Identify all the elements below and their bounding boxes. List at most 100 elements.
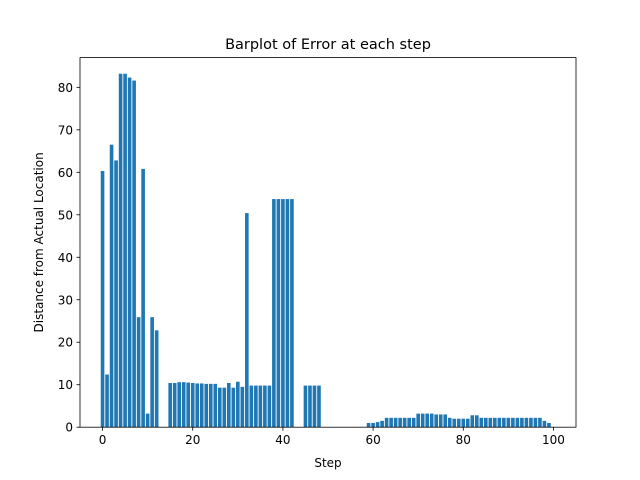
x-tick-label-20: 20	[185, 433, 200, 447]
bar-step-84	[479, 417, 484, 428]
bar-step-66	[398, 417, 402, 428]
plot-frame	[79, 57, 577, 428]
y-tick-label-80: 80	[58, 81, 73, 95]
bar-step-88	[497, 417, 502, 428]
x-tick-label-60: 60	[365, 433, 380, 447]
bar-step-46	[308, 385, 312, 428]
bar-step-93	[520, 417, 524, 428]
bar-step-29	[231, 387, 236, 428]
bar-step-9	[141, 168, 145, 428]
bar-step-20	[190, 383, 195, 428]
bar-step-7	[132, 80, 136, 428]
y-tick-label-70: 70	[58, 123, 73, 137]
bar-step-11	[150, 317, 154, 428]
bar-step-87	[493, 417, 497, 428]
bar-step-73	[429, 413, 434, 428]
bar-step-21	[195, 383, 200, 428]
y-axis-ticks: 0 10 20 30 40 50 60 70 80	[58, 81, 80, 435]
bars-group	[100, 73, 551, 428]
bar-step-6	[127, 77, 132, 428]
bar-step-31	[240, 386, 245, 428]
y-tick-label-30: 30	[58, 293, 73, 307]
bar-step-75	[438, 414, 443, 428]
bar-step-33	[249, 385, 254, 428]
x-tick-label-100: 100	[542, 433, 565, 447]
bar-step-76	[443, 414, 448, 428]
bar-step-97	[538, 417, 542, 428]
bar-step-77	[447, 417, 452, 428]
bar-step-17	[177, 382, 182, 428]
y-tick-label-60: 60	[58, 166, 73, 180]
x-axis-ticks: 0 20 40 60 80 100	[99, 427, 565, 447]
bar-step-98	[542, 420, 547, 428]
bar-step-24	[208, 383, 213, 428]
bar-step-34	[254, 385, 258, 428]
bar-step-65	[393, 417, 398, 428]
bar-step-48	[317, 385, 321, 428]
bar-step-2	[109, 144, 114, 428]
chart-title: Barplot of Error at each step	[225, 37, 431, 53]
bar-step-64	[389, 417, 393, 428]
bar-step-89	[502, 417, 506, 428]
bar-step-78	[452, 418, 457, 428]
bar-step-5	[123, 73, 127, 428]
bar-step-45	[303, 385, 308, 428]
bar-step-37	[267, 385, 272, 428]
y-tick-label-20: 20	[58, 336, 73, 350]
bar-step-0	[100, 171, 105, 428]
x-axis-label: Step	[314, 456, 341, 470]
bar-step-1	[105, 374, 109, 428]
bar-step-86	[488, 417, 493, 428]
bar-step-72	[425, 413, 430, 428]
bar-step-26	[217, 387, 222, 428]
bar-step-94	[524, 417, 529, 428]
bar-step-16	[172, 383, 177, 428]
bar-step-10	[145, 413, 150, 428]
bar-step-59	[366, 422, 371, 428]
y-tick-label-50: 50	[58, 208, 73, 222]
y-tick-label-10: 10	[58, 378, 73, 392]
bar-step-40	[281, 199, 285, 428]
x-tick-label-40: 40	[275, 433, 290, 447]
bar-step-47	[312, 385, 317, 428]
bar-step-62	[380, 420, 384, 428]
bar-step-99	[547, 422, 551, 428]
bar-step-23	[204, 383, 209, 428]
bar-step-15	[168, 383, 172, 428]
bar-step-8	[136, 317, 141, 428]
bar-step-61	[375, 422, 380, 428]
bar-step-90	[506, 417, 511, 428]
bar-step-27	[222, 387, 227, 428]
bar-step-79	[456, 418, 461, 428]
bar-step-35	[258, 385, 263, 428]
bar-step-25	[213, 383, 218, 428]
bar-step-83	[475, 415, 479, 428]
x-tick-label-0: 0	[99, 433, 107, 447]
bar-step-39	[276, 199, 281, 428]
bar-step-18	[181, 382, 186, 428]
bar-step-30	[236, 381, 240, 428]
x-tick-label-80: 80	[456, 433, 471, 447]
y-axis-label: Distance from Actual Location	[32, 152, 46, 332]
bar-step-71	[420, 413, 425, 428]
bar-step-96	[533, 417, 538, 428]
y-tick-label-0: 0	[65, 421, 73, 435]
bar-step-28	[227, 383, 231, 428]
bar-step-80	[461, 418, 466, 428]
bar-step-12	[154, 330, 159, 428]
bar-step-19	[186, 382, 191, 428]
bar-step-69	[411, 417, 416, 428]
bar-step-22	[199, 383, 204, 428]
bar-step-63	[384, 417, 389, 428]
bar-step-3	[114, 160, 118, 428]
bar-step-82	[470, 415, 475, 428]
bar-step-60	[371, 422, 375, 428]
bar-step-42	[290, 199, 294, 428]
bar-step-41	[285, 199, 290, 428]
bar-step-95	[529, 417, 533, 428]
bar-step-4	[118, 73, 123, 428]
bar-step-70	[416, 413, 420, 428]
bar-step-85	[484, 417, 488, 428]
